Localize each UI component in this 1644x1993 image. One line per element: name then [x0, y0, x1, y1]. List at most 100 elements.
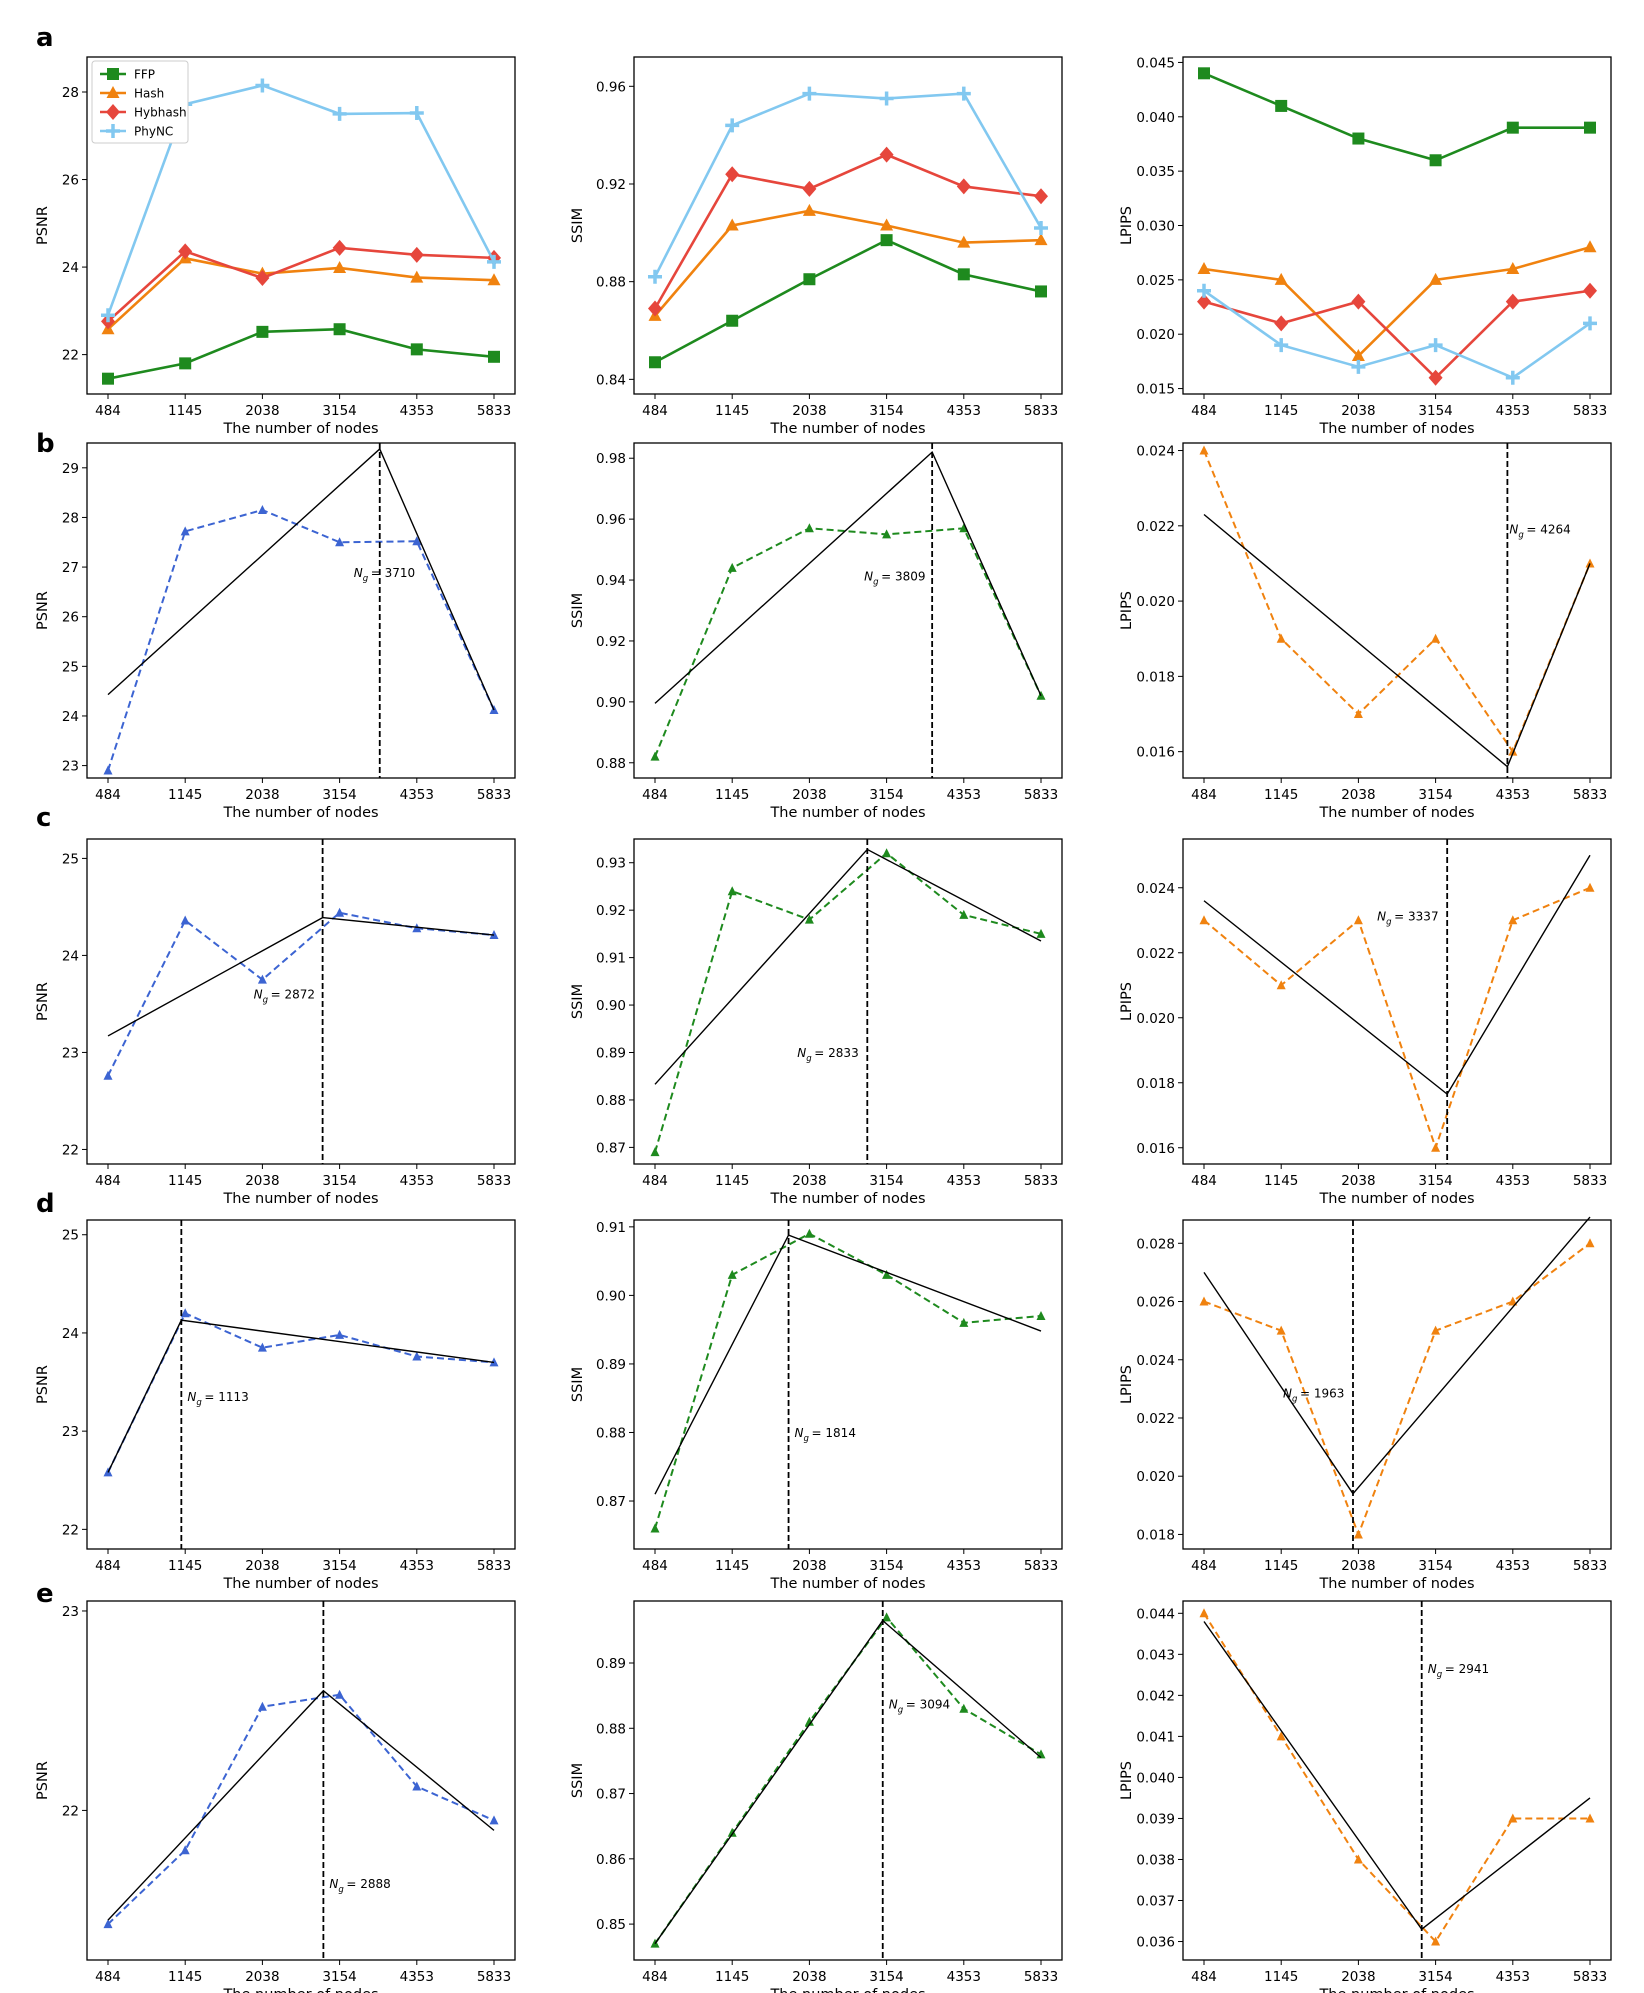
data-point [257, 974, 267, 984]
x-tick-label: 2038 [245, 1969, 279, 1985]
chart-c-psnr: 484 1145 2038 3154 4353 5833 The number of nod… [35, 838, 516, 1207]
data-point-ffp [726, 314, 739, 327]
data-point [1431, 1936, 1441, 1946]
y-tick-label: 0.018 [1136, 1527, 1175, 1543]
plot-frame [633, 56, 1063, 395]
data-point [1508, 915, 1518, 925]
chart-d-ssim: 484 1145 2038 3154 4353 5833 The number of nod… [570, 1219, 1063, 1592]
ng-symbol: N [889, 1698, 898, 1712]
y-axis-label: PSNR [35, 591, 51, 630]
y-tick-label: 25 [62, 659, 79, 675]
x-tick-label: 5833 [477, 403, 511, 419]
x-tick-label: 3154 [869, 787, 903, 803]
fit-line [1203, 513, 1591, 768]
data-point [1431, 1325, 1441, 1335]
data-point [727, 1269, 737, 1279]
ng-value: = 2941 [1445, 1662, 1489, 1676]
y-tick-label: 24 [62, 1326, 79, 1342]
data-point [1431, 1142, 1441, 1152]
data-point [1199, 1608, 1209, 1618]
data-point-ffp [1198, 67, 1210, 80]
y-tick-label: 0.020 [1136, 327, 1175, 343]
data-point-phync [332, 106, 347, 121]
y-axis-label: SSIM [570, 1367, 586, 1402]
ng-value: = 3094 [906, 1698, 950, 1712]
x-tick-label: 3154 [322, 1969, 356, 1985]
y-tick-label: 0.85 [596, 1917, 626, 1933]
data-point-hash [1034, 233, 1048, 246]
ng-subscript: g [1292, 1395, 1298, 1405]
y-tick-label: 0.88 [596, 1721, 626, 1737]
data-point [335, 907, 345, 917]
fit-line [107, 1319, 495, 1473]
y-tick-label: 0.036 [1136, 1935, 1175, 1951]
data-point [1276, 980, 1286, 990]
data-point [1585, 882, 1595, 892]
x-tick-label: 2038 [245, 1558, 279, 1574]
ng-subscript: g [338, 1885, 344, 1895]
y-tick-label: 0.88 [596, 756, 626, 772]
data-point [1353, 915, 1363, 925]
y-tick-label: 22 [62, 348, 79, 364]
data-line [1203, 1242, 1591, 1538]
y-tick-label: 23 [62, 759, 79, 775]
charts: 484 1145 2038 3154 4353 5833 The number of nod… [35, 55, 1612, 1993]
y-tick-label: 0.024 [1136, 881, 1175, 897]
plot-frame [1182, 838, 1612, 1165]
data-point [257, 1701, 267, 1711]
ng-value: = 2872 [271, 987, 315, 1001]
data-point [1276, 1731, 1286, 1741]
y-tick-label: 0.92 [596, 903, 626, 919]
y-tick-label: 0.020 [1136, 1011, 1175, 1027]
y-tick-label: 25 [62, 851, 79, 867]
x-axis-label: The number of nodes [769, 1987, 925, 1993]
data-point [1508, 1296, 1518, 1306]
x-tick-label: 484 [642, 1558, 668, 1574]
data-point [335, 1329, 345, 1339]
y-tick-label: 0.88 [596, 1093, 626, 1109]
data-point-phync [648, 269, 662, 284]
x-tick-label: 1145 [1264, 403, 1298, 419]
x-tick-label: 484 [642, 1173, 668, 1189]
data-line [107, 1693, 495, 1925]
data-point [1353, 1529, 1363, 1539]
y-tick-label: 0.020 [1136, 594, 1175, 610]
ng-symbol: N [797, 1046, 806, 1060]
data-line [654, 851, 1042, 1153]
data-point [882, 848, 892, 858]
series-line-phync [653, 92, 1043, 278]
data-point [727, 886, 737, 896]
y-tick-label: 22 [62, 1803, 79, 1819]
x-tick-label: 4353 [400, 1969, 434, 1985]
x-tick-label: 5833 [1573, 403, 1607, 419]
x-tick-label: 3154 [1418, 403, 1452, 419]
y-tick-label: 0.90 [596, 998, 626, 1014]
data-point-ffp [256, 325, 269, 338]
plot-frame [86, 838, 516, 1165]
y-tick-label: 0.018 [1136, 669, 1175, 685]
data-point [1036, 1310, 1046, 1320]
legend-marker [106, 124, 120, 138]
ng-subscript: g [263, 995, 269, 1005]
data-point [959, 909, 969, 919]
x-tick-label: 3154 [869, 1558, 903, 1574]
data-line [654, 1615, 1042, 1945]
x-tick-label: 3154 [1418, 1173, 1452, 1189]
y-axis-label: LPIPS [1119, 982, 1135, 1021]
data-point-ffp [1429, 154, 1442, 167]
x-tick-label: 484 [95, 403, 121, 419]
x-axis-label: The number of nodes [1318, 1191, 1474, 1207]
x-tick-label: 484 [642, 1969, 668, 1985]
ng-value: = 3710 [371, 566, 415, 580]
y-tick-label: 0.045 [1136, 55, 1175, 71]
chart-e-psnr: 484 1145 2038 3154 4353 5833 The number of nod… [35, 1600, 516, 1993]
x-tick-label: 5833 [1024, 403, 1058, 419]
data-point [959, 1703, 969, 1713]
panel-letter-e: e [36, 1579, 54, 1609]
ng-subscript: g [1386, 917, 1392, 927]
data-point-hybhash [1034, 188, 1048, 205]
x-tick-label: 4353 [400, 403, 434, 419]
x-tick-label: 2038 [1341, 1173, 1375, 1189]
